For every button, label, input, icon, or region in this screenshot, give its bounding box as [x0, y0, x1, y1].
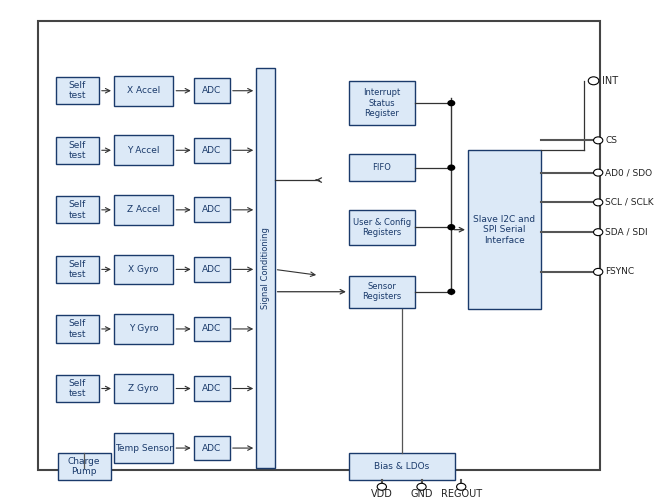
- FancyBboxPatch shape: [114, 255, 174, 284]
- FancyBboxPatch shape: [114, 195, 174, 225]
- Text: ADC: ADC: [202, 146, 221, 155]
- Text: SCL / SCLK: SCL / SCLK: [605, 198, 654, 207]
- FancyBboxPatch shape: [349, 276, 415, 308]
- Text: Self
test: Self test: [69, 319, 86, 339]
- Text: User & Config
Registers: User & Config Registers: [353, 217, 411, 237]
- FancyBboxPatch shape: [349, 210, 415, 244]
- FancyBboxPatch shape: [114, 135, 174, 165]
- Text: Charge
Pump: Charge Pump: [68, 457, 100, 476]
- FancyBboxPatch shape: [194, 317, 230, 341]
- Circle shape: [594, 269, 603, 276]
- FancyBboxPatch shape: [56, 256, 99, 283]
- Circle shape: [448, 101, 455, 106]
- Circle shape: [589, 77, 599, 85]
- Text: Signal Conditioning: Signal Conditioning: [261, 227, 270, 309]
- FancyBboxPatch shape: [56, 137, 99, 164]
- Text: AD0 / SDO: AD0 / SDO: [605, 168, 653, 177]
- FancyBboxPatch shape: [349, 154, 415, 181]
- Text: Sensor
Registers: Sensor Registers: [362, 282, 401, 302]
- Circle shape: [417, 483, 426, 490]
- Text: REGOUT: REGOUT: [441, 489, 482, 498]
- Text: Z Gyro: Z Gyro: [128, 384, 159, 393]
- FancyBboxPatch shape: [194, 257, 230, 282]
- Text: ADC: ADC: [202, 443, 221, 452]
- Circle shape: [448, 289, 455, 294]
- FancyBboxPatch shape: [194, 197, 230, 222]
- FancyBboxPatch shape: [194, 436, 230, 460]
- Text: ADC: ADC: [202, 325, 221, 334]
- Circle shape: [448, 165, 455, 170]
- Text: ADC: ADC: [202, 384, 221, 393]
- FancyBboxPatch shape: [56, 315, 99, 343]
- Text: ADC: ADC: [202, 205, 221, 214]
- Text: Self
test: Self test: [69, 200, 86, 219]
- Text: INT: INT: [602, 76, 619, 86]
- FancyBboxPatch shape: [56, 375, 99, 402]
- Text: GND: GND: [410, 489, 433, 498]
- Text: FIFO: FIFO: [372, 163, 391, 172]
- FancyBboxPatch shape: [114, 433, 174, 463]
- FancyBboxPatch shape: [114, 76, 174, 106]
- FancyBboxPatch shape: [57, 453, 111, 480]
- FancyBboxPatch shape: [256, 69, 275, 468]
- Circle shape: [377, 483, 387, 490]
- Text: X Gyro: X Gyro: [128, 265, 159, 274]
- Circle shape: [448, 225, 455, 229]
- Text: SDA / SDI: SDA / SDI: [605, 227, 648, 236]
- Text: ADC: ADC: [202, 265, 221, 274]
- FancyBboxPatch shape: [349, 453, 455, 480]
- Text: CS: CS: [605, 136, 617, 145]
- Text: ADC: ADC: [202, 86, 221, 95]
- Text: FSYNC: FSYNC: [605, 268, 635, 277]
- FancyBboxPatch shape: [38, 21, 600, 470]
- Circle shape: [594, 169, 603, 176]
- Circle shape: [594, 228, 603, 235]
- Text: Y Accel: Y Accel: [128, 146, 160, 155]
- Text: Self
test: Self test: [69, 379, 86, 398]
- Circle shape: [594, 137, 603, 144]
- FancyBboxPatch shape: [194, 376, 230, 401]
- Text: Z Accel: Z Accel: [127, 205, 160, 214]
- FancyBboxPatch shape: [468, 150, 540, 309]
- FancyBboxPatch shape: [349, 81, 415, 125]
- Text: VDD: VDD: [371, 489, 393, 498]
- FancyBboxPatch shape: [194, 138, 230, 163]
- Text: Y Gyro: Y Gyro: [129, 325, 158, 334]
- FancyBboxPatch shape: [114, 314, 174, 344]
- Text: Interrupt
Status
Register: Interrupt Status Register: [363, 88, 400, 118]
- Text: Self
test: Self test: [69, 81, 86, 100]
- Text: Temp Sensor: Temp Sensor: [115, 443, 172, 452]
- Circle shape: [594, 199, 603, 206]
- Circle shape: [457, 483, 466, 490]
- Text: Slave I2C and
SPI Serial
Interface: Slave I2C and SPI Serial Interface: [473, 215, 535, 244]
- Text: Bias & LDOs: Bias & LDOs: [374, 462, 430, 471]
- FancyBboxPatch shape: [114, 374, 174, 403]
- FancyBboxPatch shape: [56, 196, 99, 223]
- FancyBboxPatch shape: [194, 78, 230, 103]
- Text: Self
test: Self test: [69, 260, 86, 279]
- Text: Self
test: Self test: [69, 141, 86, 160]
- FancyBboxPatch shape: [56, 77, 99, 104]
- Text: X Accel: X Accel: [127, 86, 160, 95]
